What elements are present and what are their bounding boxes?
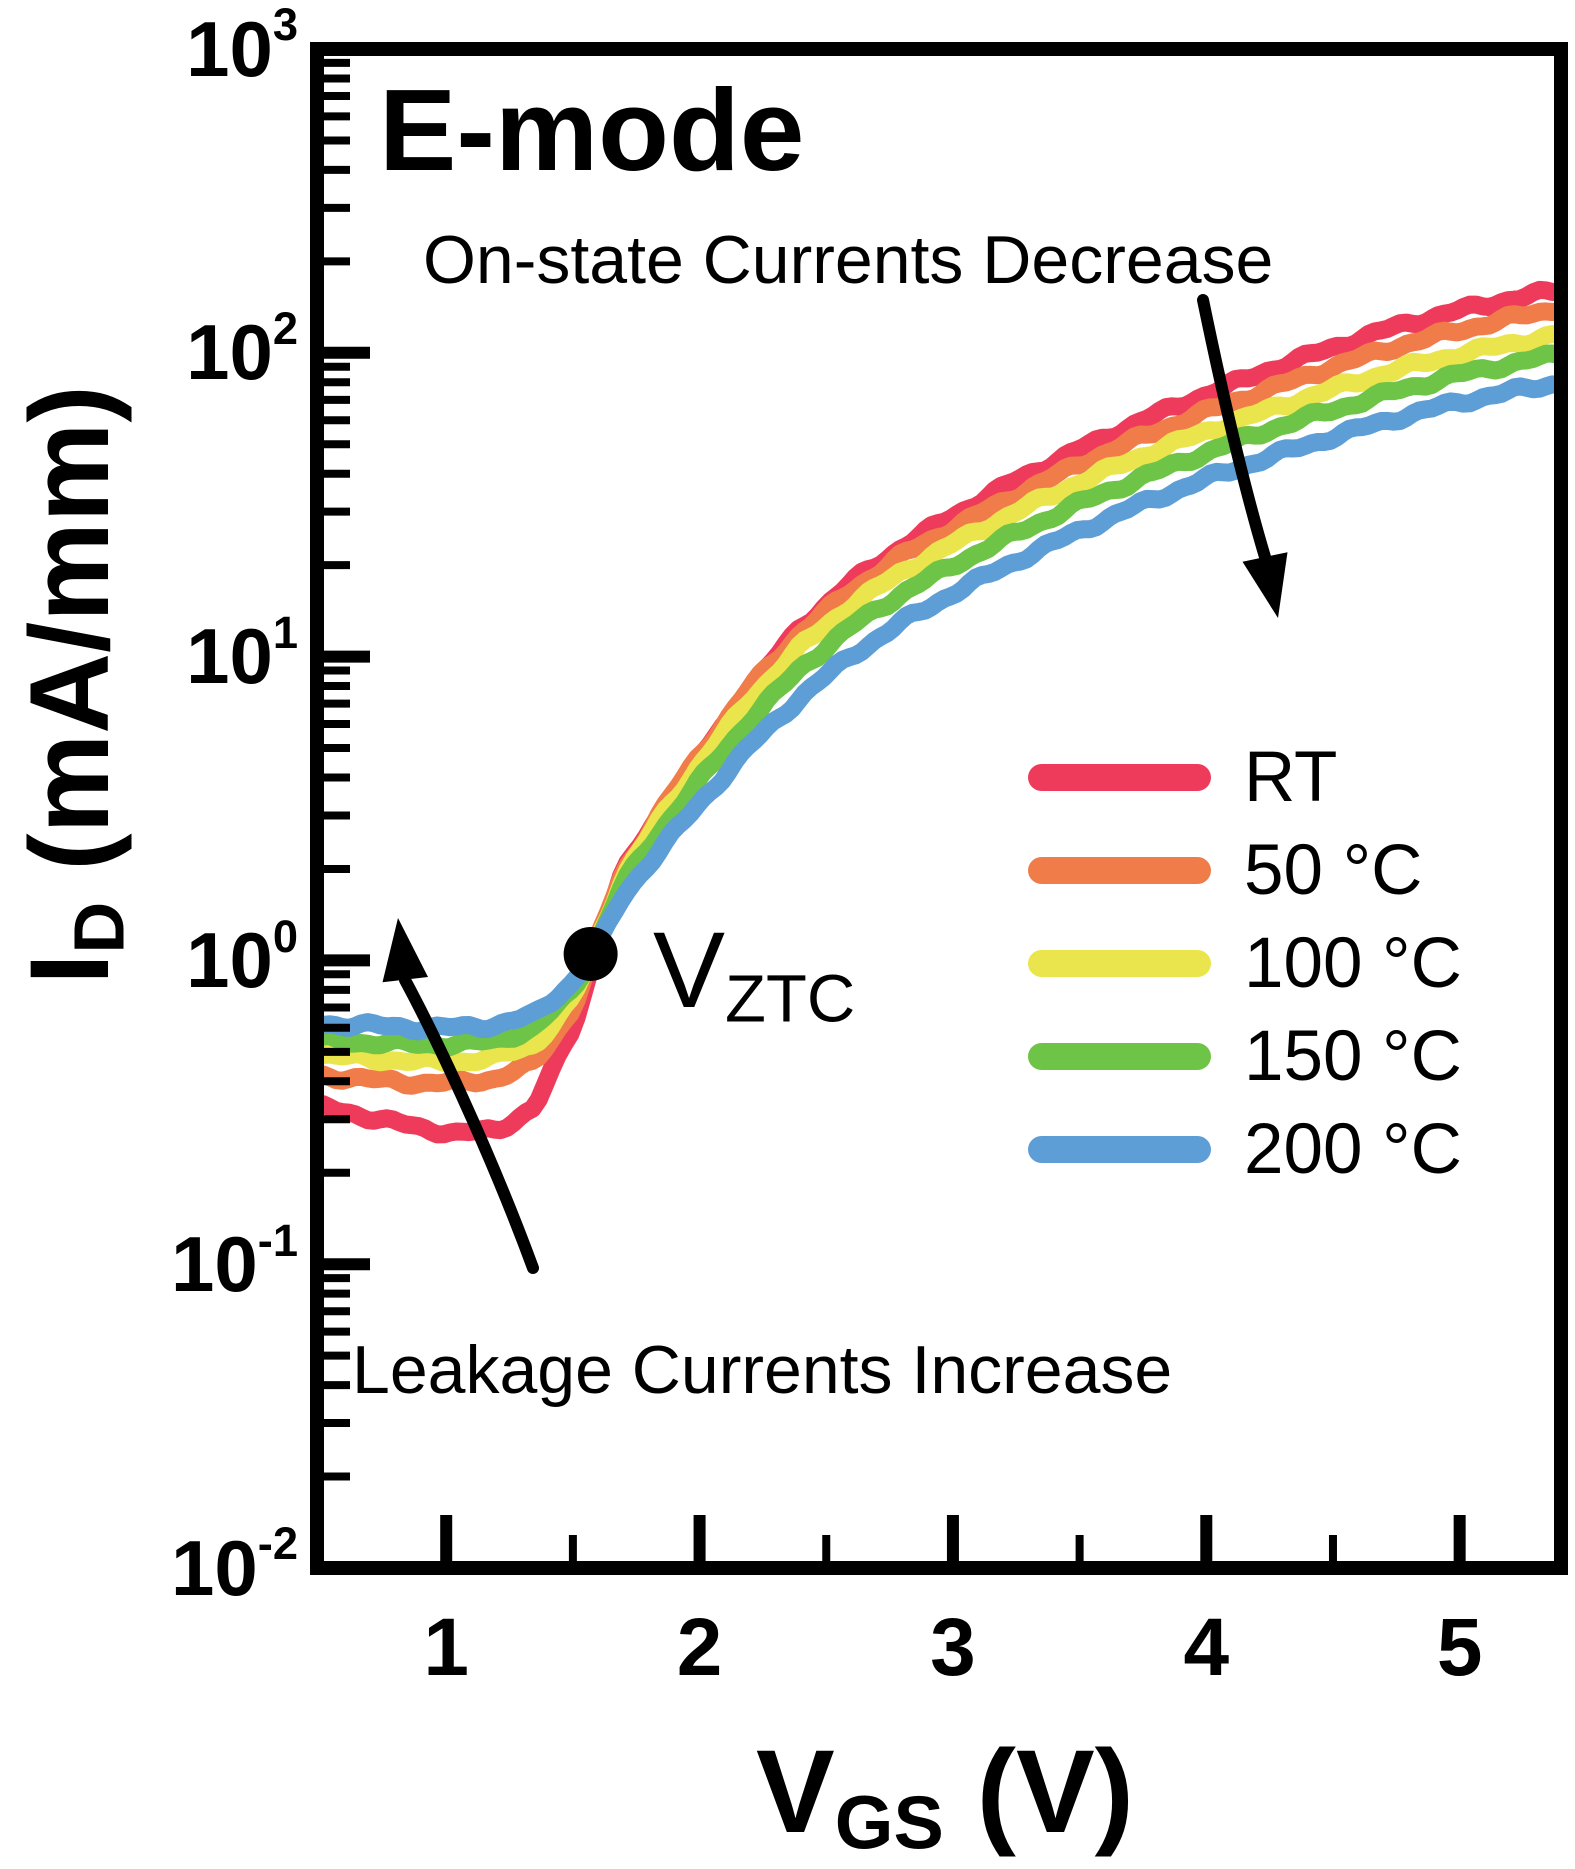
axis-ticks	[315, 43, 1466, 1574]
x-tick-label-5: 5	[1436, 1602, 1483, 1693]
legend-swatch	[1028, 1043, 1211, 1070]
arrow-down-head-icon	[1242, 552, 1288, 618]
legend-swatch	[1028, 1136, 1211, 1163]
curve-200C	[324, 375, 1554, 1041]
legend-row: RT	[1028, 731, 1462, 824]
y-tick-label-1e3: 10 3	[186, 0, 298, 93]
annotation-leakage: Leakage Currents Increase	[352, 1332, 1173, 1408]
arrow-up-head-icon	[382, 918, 428, 983]
legend-row: 100 °C	[1028, 917, 1462, 1010]
legend-swatch	[1028, 950, 1211, 977]
curve-100C	[324, 325, 1554, 1073]
y-tick-label-1e0: 10 0	[186, 910, 298, 1004]
legend-row: 200 °C	[1028, 1103, 1462, 1196]
legend-label: 200 °C	[1244, 1110, 1462, 1189]
y-tick-label-1e1: 10 1	[186, 607, 298, 701]
curve-150C	[324, 344, 1554, 1057]
legend-row: 50 °C	[1028, 824, 1462, 917]
arrow-down-shaft	[1197, 294, 1271, 563]
ztc-subscript: ZTC	[725, 961, 856, 1037]
y-tick-label-1e2: 10 2	[186, 303, 298, 397]
y-tick-label-1e-2: 10 -2	[171, 1518, 298, 1612]
x-tick-label-3: 3	[930, 1602, 976, 1693]
ztc-symbol: V	[653, 909, 726, 1030]
legend-row: 150 °C	[1028, 1010, 1462, 1103]
legend-label: 50 °C	[1244, 831, 1423, 910]
x-axis-symbol: V	[756, 1726, 835, 1858]
legend-swatch	[1028, 764, 1211, 791]
plot-title: E-mode	[379, 65, 805, 195]
curve-50C	[324, 302, 1554, 1095]
plot-frame	[310, 42, 1568, 1575]
x-tick-label-2: 2	[676, 1602, 723, 1693]
annotation-arrows	[382, 294, 1288, 1274]
legend: RT 50 °C 100 °C 150 °C 200 °C	[1028, 731, 1462, 1196]
ztc-label: VZTC	[653, 916, 855, 1034]
legend-label: RT	[1244, 738, 1338, 817]
annotation-on-state: On-state Currents Decrease	[423, 222, 1274, 298]
arrow-up-shaft	[399, 974, 539, 1274]
x-axis-subscript: GS	[834, 1781, 944, 1866]
y-tick-label-1e-1: 10 -1	[171, 1214, 298, 1308]
curve-RT	[324, 280, 1554, 1144]
ztc-point-marker	[563, 926, 618, 981]
x-axis-title: VGS (V)	[756, 1733, 1134, 1862]
curves	[324, 280, 1554, 1144]
x-tick-label-4: 4	[1183, 1602, 1230, 1693]
legend-label: 100 °C	[1244, 924, 1462, 1003]
legend-label: 150 °C	[1244, 1017, 1462, 1096]
legend-swatch	[1028, 857, 1211, 884]
x-tick-label-1: 1	[423, 1602, 469, 1693]
x-axis-unit: (V)	[943, 1726, 1134, 1858]
